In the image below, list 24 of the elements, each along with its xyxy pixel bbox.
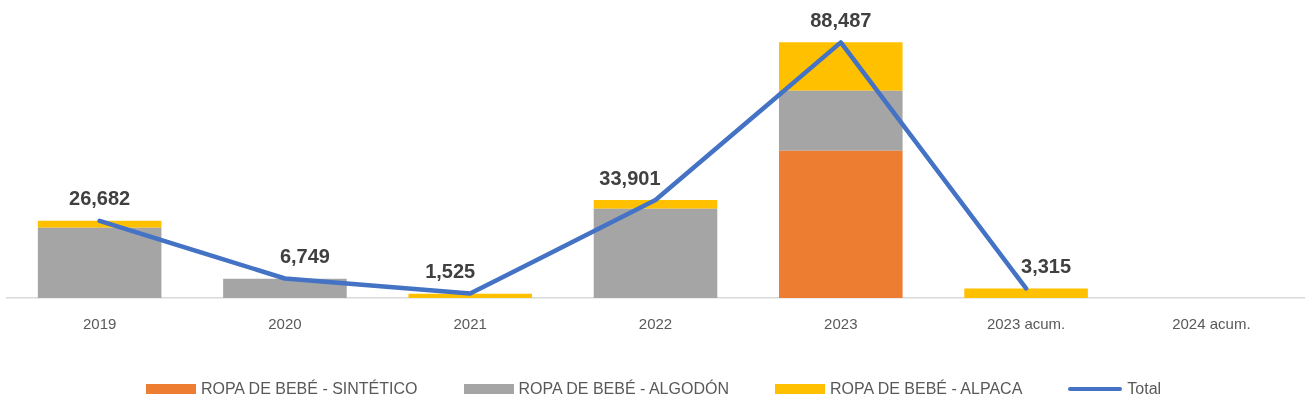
bar: [778, 42, 903, 91]
bar: [778, 90, 903, 151]
legend-label: ROPA DE BEBÉ - ALGODÓN: [518, 380, 729, 398]
x-tick-label: 2021: [453, 315, 487, 333]
x-tick-label: 2023: [824, 315, 858, 333]
bar: [593, 200, 718, 209]
data-label: 26,682: [69, 187, 131, 210]
legend-label: Total: [1127, 380, 1162, 398]
data-label: 6,749: [279, 245, 330, 268]
bar: [778, 150, 903, 298]
legend-label: ROPA DE BEBÉ - ALPACA: [829, 380, 1023, 398]
bar: [37, 227, 162, 298]
data-label: 3,315: [1021, 254, 1072, 277]
legend-label: ROPA DE BEBÉ - SINTÉTICO: [200, 380, 418, 398]
data-label: 33,901: [599, 166, 661, 189]
bar: [593, 208, 718, 298]
data-label: 1,525: [425, 260, 476, 283]
x-tick-label: 2024 acum.: [1172, 315, 1251, 333]
x-tick-label: 2019: [82, 315, 117, 333]
bar: [964, 288, 1088, 298]
x-tick-label: 2020: [268, 315, 302, 333]
data-label: 88,487: [810, 8, 872, 31]
x-tick-label: 2023 acum.: [986, 315, 1066, 333]
x-tick-label: 2022: [638, 315, 673, 333]
